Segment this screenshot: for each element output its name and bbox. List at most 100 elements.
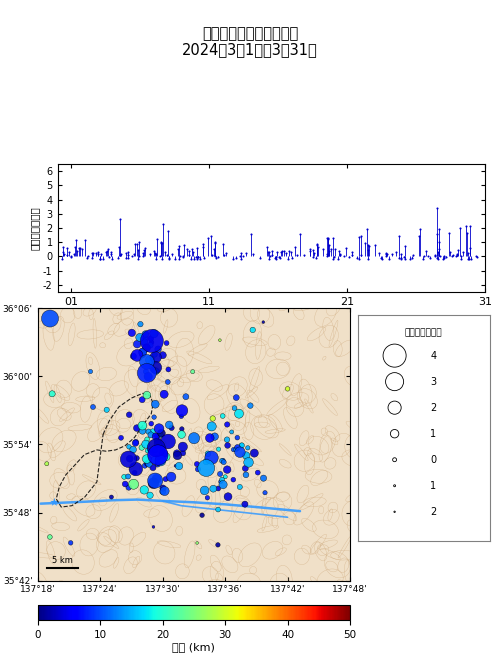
Point bbox=[246, 400, 254, 411]
Point bbox=[216, 476, 224, 487]
Text: 3: 3 bbox=[430, 377, 436, 386]
Point bbox=[124, 482, 132, 493]
Point bbox=[218, 411, 226, 421]
Point bbox=[152, 431, 160, 441]
Point bbox=[140, 346, 148, 356]
Point bbox=[164, 377, 172, 387]
Point bbox=[138, 442, 146, 453]
Text: 0: 0 bbox=[430, 455, 436, 464]
Point bbox=[214, 444, 222, 455]
Point bbox=[125, 409, 133, 420]
Point bbox=[236, 447, 244, 457]
Point bbox=[218, 474, 226, 485]
Point bbox=[204, 493, 212, 503]
Point bbox=[216, 335, 224, 346]
Point bbox=[260, 317, 268, 327]
Point bbox=[152, 366, 160, 377]
Point bbox=[144, 458, 152, 468]
Point bbox=[242, 450, 250, 461]
Point bbox=[108, 492, 116, 502]
Point bbox=[218, 455, 226, 466]
Point bbox=[241, 499, 249, 510]
Point bbox=[234, 442, 241, 453]
Point bbox=[143, 368, 151, 379]
Point bbox=[244, 443, 252, 453]
Point bbox=[160, 448, 168, 459]
Point bbox=[232, 444, 240, 455]
Point bbox=[238, 440, 246, 451]
Point bbox=[133, 339, 141, 350]
Point bbox=[210, 432, 218, 442]
Point bbox=[202, 462, 210, 473]
Point bbox=[89, 401, 97, 412]
Point bbox=[124, 454, 132, 464]
Point bbox=[148, 426, 156, 437]
Point bbox=[152, 352, 160, 362]
Point bbox=[151, 476, 159, 486]
Point bbox=[194, 464, 202, 474]
Point bbox=[124, 471, 132, 482]
Point bbox=[146, 355, 154, 365]
Point bbox=[164, 436, 172, 447]
Point bbox=[132, 464, 140, 474]
Point bbox=[223, 464, 231, 475]
Point bbox=[150, 365, 158, 375]
Point bbox=[142, 439, 150, 449]
Point bbox=[178, 405, 186, 416]
Point bbox=[146, 340, 154, 350]
Point bbox=[219, 480, 227, 490]
Point bbox=[390, 428, 398, 439]
Point bbox=[117, 432, 125, 443]
Point bbox=[202, 457, 210, 467]
Point bbox=[157, 430, 165, 440]
Point bbox=[208, 453, 216, 463]
Text: 2024年3月1日〜3月31日: 2024年3月1日〜3月31日 bbox=[182, 43, 318, 58]
Point bbox=[147, 419, 155, 429]
Point bbox=[242, 470, 250, 480]
Point bbox=[145, 459, 153, 469]
Point bbox=[284, 384, 292, 394]
Point bbox=[175, 461, 183, 471]
Point bbox=[152, 362, 160, 373]
Point bbox=[144, 445, 152, 456]
Point bbox=[390, 480, 398, 491]
Point bbox=[162, 338, 170, 348]
Point bbox=[150, 455, 158, 465]
Point bbox=[147, 430, 155, 440]
Point bbox=[148, 337, 156, 348]
Point bbox=[138, 426, 146, 436]
Point bbox=[150, 350, 158, 360]
Point bbox=[224, 491, 232, 502]
Point bbox=[130, 351, 138, 361]
Point bbox=[155, 423, 163, 434]
Point bbox=[126, 453, 134, 464]
Point bbox=[136, 319, 144, 329]
Point bbox=[254, 467, 262, 478]
Point bbox=[178, 424, 186, 434]
Point bbox=[179, 441, 187, 452]
Point bbox=[140, 485, 148, 495]
Point bbox=[138, 347, 146, 358]
Point bbox=[242, 463, 250, 474]
Point bbox=[130, 479, 138, 489]
Point bbox=[144, 426, 152, 437]
Point bbox=[133, 423, 141, 434]
Point bbox=[86, 366, 94, 377]
Point bbox=[228, 426, 235, 437]
Point bbox=[149, 462, 157, 473]
Point bbox=[179, 448, 187, 459]
Point bbox=[260, 473, 268, 483]
Point bbox=[230, 444, 237, 455]
Text: 5 km: 5 km bbox=[52, 556, 73, 565]
Text: 4: 4 bbox=[430, 350, 436, 361]
Point bbox=[167, 472, 175, 482]
Point bbox=[250, 448, 258, 459]
Point bbox=[178, 411, 186, 422]
Point bbox=[216, 469, 224, 480]
Point bbox=[174, 450, 182, 461]
Text: マグニチュード: マグニチュード bbox=[405, 329, 442, 337]
Point bbox=[143, 454, 151, 464]
Point bbox=[154, 452, 162, 462]
Point bbox=[133, 350, 141, 361]
Point bbox=[154, 435, 162, 445]
